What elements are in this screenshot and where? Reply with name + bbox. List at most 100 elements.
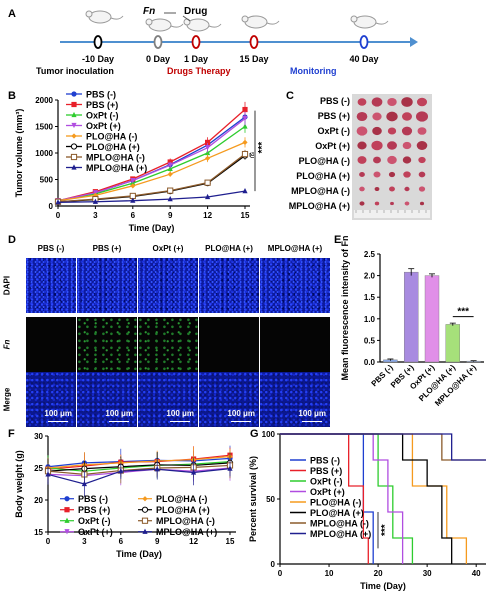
tumor-specimen [416,97,428,107]
drug-label: Drug [184,6,207,17]
scale-bar-label: 100 μm [227,409,255,418]
x-tick-label: 40 [472,569,481,578]
data-point [118,468,124,474]
panel-a-letter: A [8,8,16,20]
panel-d-letter: D [8,234,16,246]
legend-marker [70,153,78,161]
y-tick-label: 1000 [35,149,53,158]
y-tick-label: 50 [266,495,275,504]
tumor-specimen [401,126,413,136]
tumor-specimen [357,141,367,150]
tumor-specimen [387,141,397,150]
series-line [47,467,231,477]
tumor-specimen [415,111,429,122]
legend-marker [71,122,77,129]
timeline-day-label: -10 Day [82,54,114,64]
tumor-specimen [404,201,410,206]
scale-bar [231,420,251,422]
legend-marker [71,133,77,139]
tumor-specimen [372,126,382,136]
x-tick-label: 3 [93,211,98,220]
drugs-therapy-label: Drugs Therapy [167,66,231,76]
legend-label: PLO@HA (+) [156,505,210,515]
tumor-row-label: PLO@HA (-) [298,156,350,166]
y-tick-label: 2.0 [364,272,376,281]
x-axis-label: Time (Day) [360,581,406,591]
timeline-day-label: 0 Day [146,54,170,64]
timeline-arrowhead [410,37,418,47]
timeline-day-label: 15 Day [239,54,268,64]
microscopy-image [26,258,76,313]
y-tick-label: 1.5 [364,293,376,302]
survival-curve [280,433,486,461]
data-point [242,139,248,145]
series-line [47,464,231,476]
data-point [205,193,211,200]
data-point [227,465,233,471]
y-tick-label: 0.5 [364,336,376,345]
timeline-marker [191,35,201,49]
microscopy-image [260,317,330,372]
scale-bar [302,420,322,422]
tumor-row-label: PBS (-) [320,96,350,106]
tumor-photo-panel: PBS (-) PBS (+) OxPt (-) OxPt (+) PLO@HA (-)… [286,94,496,234]
x-tick-label: 30 [423,569,432,578]
scale-bar-label: 100 μm [166,409,194,418]
tumor-specimens [354,97,430,218]
tumor-specimen [372,112,382,121]
legend-label: PBS (-) [86,90,116,100]
fn-label: Fn [143,6,155,17]
panel-g-letter: G [250,428,259,440]
legend-label: PBS (+) [78,505,110,515]
legend-label: MPLO@HA (+) [86,163,147,173]
microscopy-row-label: Merge [2,387,12,411]
legend-label: PLO@HA (-) [86,132,137,142]
legend-label: OxPt (-) [78,516,111,526]
tumor-specimen [404,186,410,192]
timeline-marker [359,35,369,49]
data-point [205,139,211,145]
tumor-specimen [388,171,396,178]
tumor-row-label: OxPt (+) [315,141,350,151]
tumor-specimen [359,186,365,192]
legend-label: MPLO@HA (-) [86,153,145,163]
microscopy-image [26,317,76,372]
microscopy-column-label: PBS (+) [92,244,122,253]
tumor-specimen [359,172,365,177]
tumor-specimen [387,97,397,107]
x-tick-label: 9 [168,211,173,220]
bar [424,275,440,363]
x-tick-label: 0 [278,569,283,578]
y-tick-label: 2000 [35,96,53,105]
y-axis-label: Body weight (g) [14,450,24,518]
mouse-icon-1 [85,10,124,24]
tumor-specimen [356,126,368,136]
tumor-specimen [417,127,427,135]
data-point [242,106,248,113]
y-tick-label: 0 [49,202,54,211]
legend-label: OxPt (+) [310,487,345,497]
x-tick-label: 0 [56,211,61,220]
y-tick-label: 0.0 [364,358,376,367]
timeline-day-label: 40 Day [349,54,378,64]
bar [403,271,419,363]
legend-marker [64,507,70,513]
data-point [205,149,211,156]
x-tick-label: 12 [203,211,212,220]
body-weight-chart: 15 20 25 30 0 3 6 9 12 15 Time (Day) Body weight (g… [14,432,236,559]
scale-bar-label: 100 μm [105,409,133,418]
bar [445,324,461,363]
microscopy-image: 100 μm [199,372,259,427]
microscopy-column-label: MPLO@HA (+) [267,244,323,253]
microscopy-image [260,258,330,313]
microscopy-image: 100 μm [26,372,76,427]
y-tick-label: 500 [40,176,54,185]
data-point [167,196,173,202]
panel-c-letter: C [286,90,294,102]
tumor-row-label: PBS (+) [317,111,350,121]
microscopy-column-label: OxPt (+) [152,244,184,253]
timeline-day-label: 1 Day [184,54,208,64]
tumor-specimen [359,201,365,206]
x-tick-label: 0 [46,537,51,546]
data-point [130,197,136,203]
